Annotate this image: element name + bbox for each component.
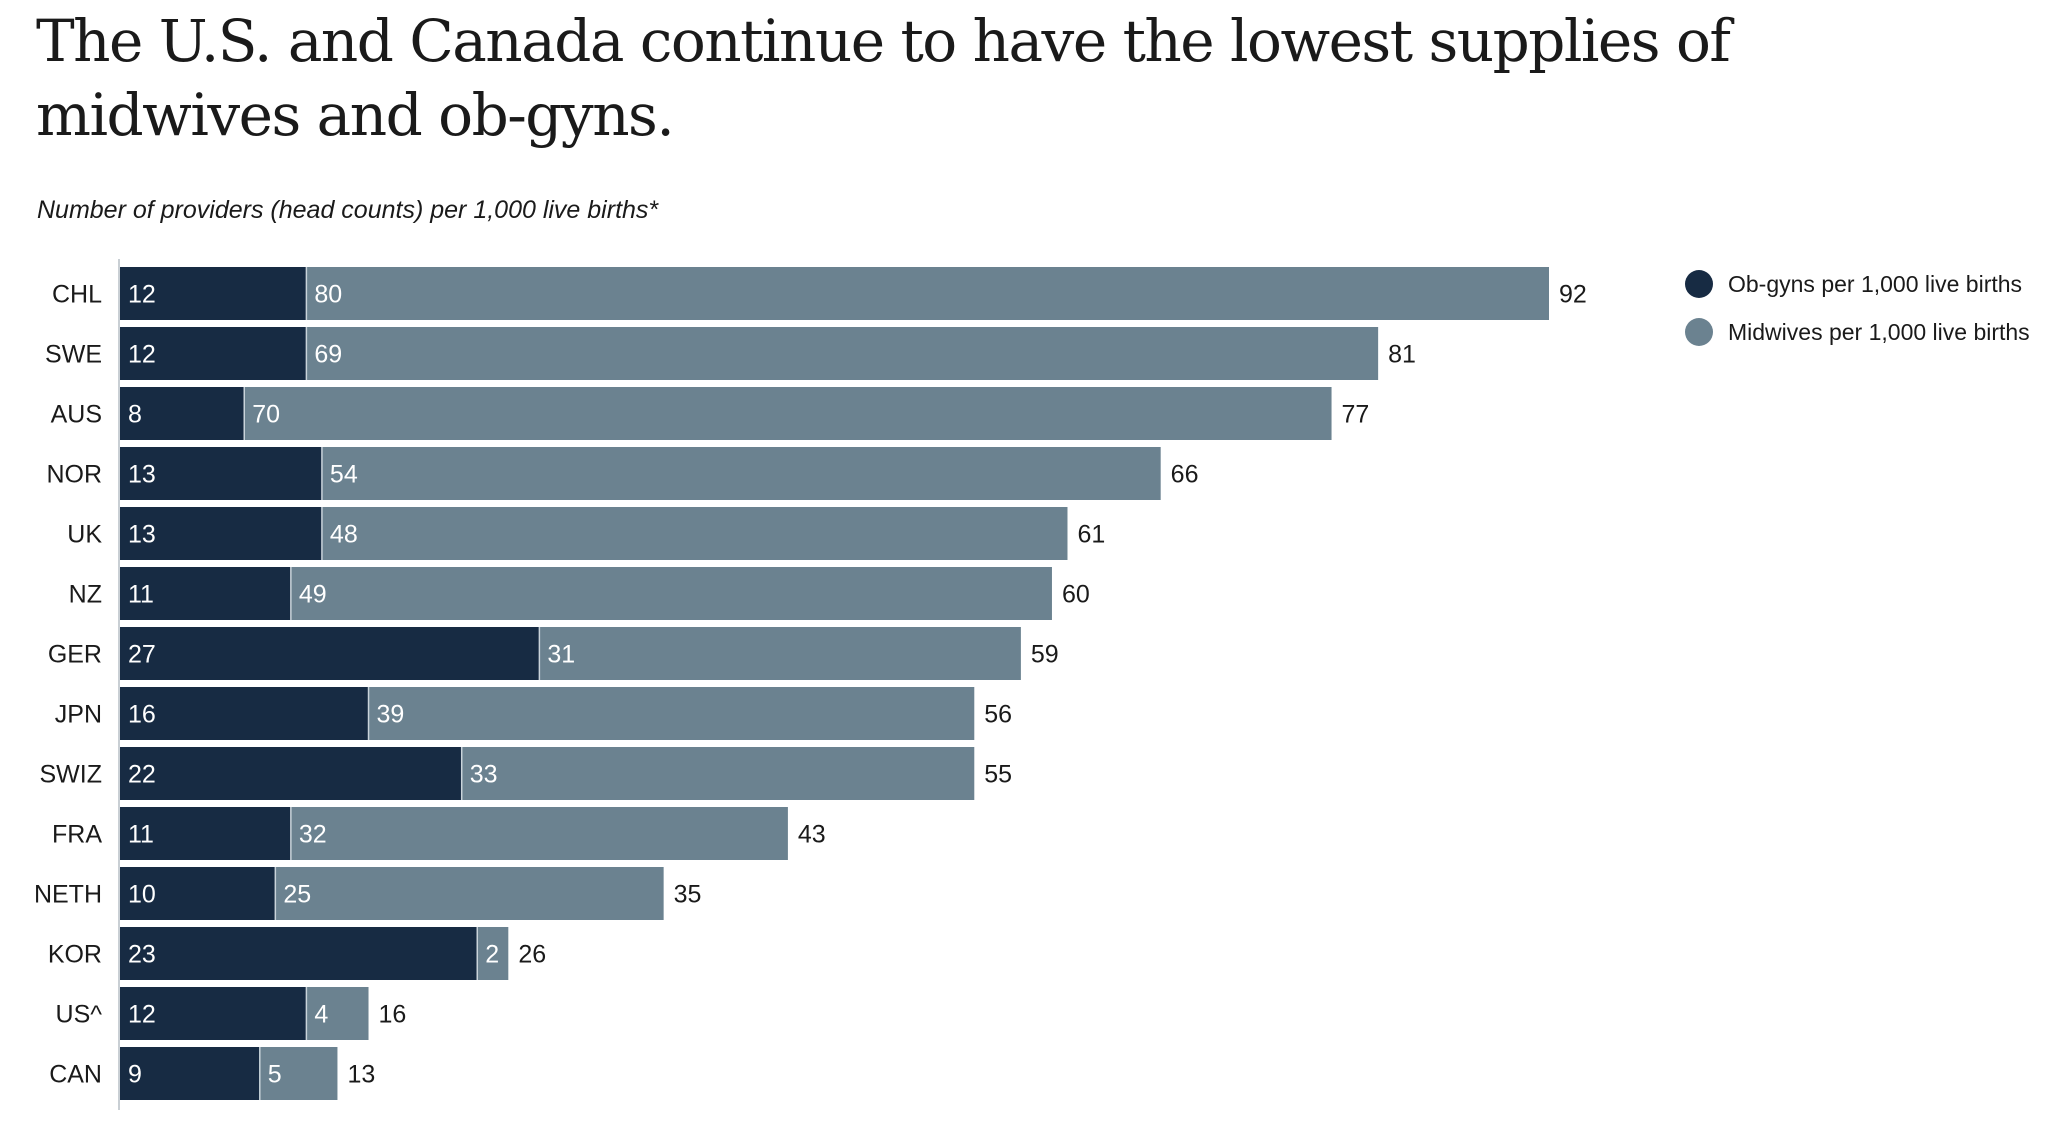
value-label-midwives: 39 [377,701,405,729]
bar-midwives [290,807,788,860]
bar-midwives [321,447,1161,500]
bar-obgyns [120,567,291,620]
bar-midwives [306,327,1379,380]
bar-midwives [477,927,509,980]
bar-midwives [244,387,1332,440]
total-label: 61 [1077,521,1105,549]
value-label-obgyns: 16 [128,701,156,729]
category-label: NOR [46,461,102,489]
total-label: 43 [798,821,826,849]
value-label-obgyns: 8 [128,401,142,429]
bar-obgyns [120,927,478,980]
value-label-obgyns: 23 [128,941,156,969]
legend-label-obgyns: Ob-gyns per 1,000 live births [1728,270,2023,297]
total-label: 26 [518,941,546,969]
total-label: 81 [1388,341,1416,369]
category-label: US^ [56,1001,103,1029]
category-label: KOR [48,941,102,969]
value-label-midwives: 70 [252,401,280,429]
value-label-obgyns: 13 [128,521,156,549]
total-label: 66 [1171,461,1199,489]
value-label-midwives: 25 [283,881,311,909]
total-label: 35 [674,881,702,909]
bar-midwives [321,507,1068,560]
value-label-midwives: 54 [330,461,358,489]
bar-midwives [275,867,664,920]
value-label-midwives: 48 [330,521,358,549]
legend-item-obgyns: Ob-gyns per 1,000 live births [1685,260,2030,308]
value-label-midwives: 31 [547,641,575,669]
bar-obgyns [120,1047,260,1100]
bar-obgyns [120,687,369,740]
bar-obgyns [120,447,322,500]
bar-midwives [368,687,975,740]
value-label-midwives: 32 [299,821,327,849]
value-label-obgyns: 27 [128,641,156,669]
total-label: 60 [1062,581,1090,609]
chart-subtitle: Number of providers (head counts) per 1,… [37,196,659,224]
category-label: CAN [49,1061,102,1089]
legend: Ob-gyns per 1,000 live births Midwives p… [1685,260,2030,356]
category-label: NZ [69,581,102,609]
category-label: NETH [34,881,102,909]
category-label: UK [67,521,102,549]
value-label-midwives: 69 [314,341,342,369]
value-label-obgyns: 12 [128,1001,156,1029]
value-label-midwives: 80 [314,281,342,309]
value-label-obgyns: 11 [128,581,154,609]
value-label-obgyns: 13 [128,461,156,489]
bar-obgyns [120,987,307,1040]
value-label-obgyns: 10 [128,881,156,909]
total-label: 16 [379,1001,407,1029]
bar-obgyns [120,867,276,920]
category-label: CHL [52,281,102,309]
value-label-midwives: 33 [470,761,498,789]
total-label: 92 [1559,281,1587,309]
bar-obgyns [120,747,462,800]
legend-item-midwives: Midwives per 1,000 live births [1685,308,2030,356]
total-label: 56 [984,701,1012,729]
value-label-midwives: 5 [268,1061,282,1089]
value-label-midwives: 4 [314,1001,328,1029]
category-label: SWE [45,341,102,369]
value-label-obgyns: 11 [128,821,154,849]
total-label: 77 [1342,401,1370,429]
category-label: GER [48,641,102,669]
value-label-obgyns: 22 [128,761,156,789]
legend-swatch-midwives [1685,318,1713,346]
bar-obgyns [120,267,307,320]
bar-midwives [306,987,369,1040]
category-label: FRA [52,821,102,849]
bar-midwives [290,567,1052,620]
total-label: 55 [984,761,1012,789]
bar-obgyns [120,387,245,440]
legend-label-midwives: Midwives per 1,000 live births [1728,318,2030,345]
bar-obgyns [120,807,291,860]
chart-title: The U.S. and Canada continue to have the… [36,7,1731,149]
category-label: SWIZ [40,761,103,789]
bar-midwives [306,267,1549,320]
bar-obgyns [120,627,540,680]
bar-midwives [259,1047,338,1100]
bar-obgyns [120,507,322,560]
bar-midwives [461,747,975,800]
total-label: 59 [1031,641,1059,669]
category-label: JPN [55,701,102,729]
bar-midwives [539,627,1021,680]
value-label-obgyns: 12 [128,341,156,369]
bar-obgyns [120,327,307,380]
category-label: AUS [51,401,102,429]
value-label-midwives: 2 [485,941,499,969]
total-label: 13 [347,1061,375,1089]
legend-swatch-obgyns [1685,270,1713,298]
value-label-midwives: 49 [299,581,327,609]
value-label-obgyns: 12 [128,281,156,309]
value-label-obgyns: 9 [128,1061,142,1089]
